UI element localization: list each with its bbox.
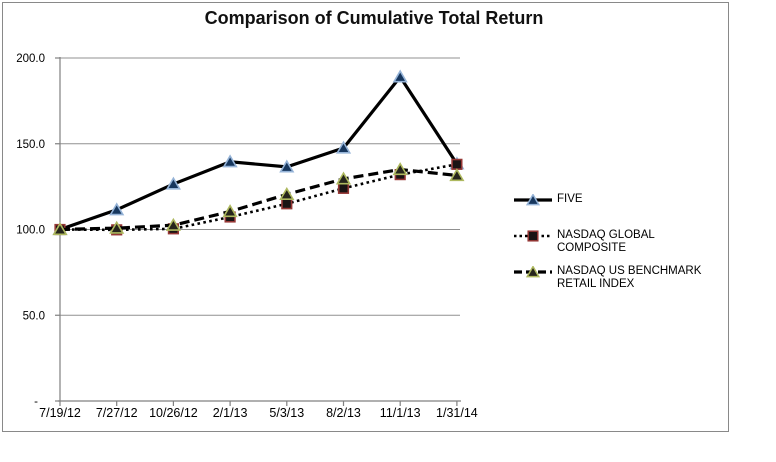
triangle-marker-icon: [109, 202, 125, 216]
triangle-marker-icon: [109, 220, 125, 234]
triangle-marker-icon: [279, 186, 295, 200]
triangle-marker-icon: [222, 154, 238, 168]
legend-label-five: FIVE: [557, 193, 583, 205]
triangle-marker-icon: [52, 222, 68, 236]
square-marker-icon: [527, 230, 539, 242]
legend-entry-retail: NASDAQ US BENCHMARK RETAIL INDEX: [514, 265, 724, 291]
legend-sample-five: [514, 194, 552, 206]
triangle-marker-icon: [392, 162, 408, 176]
series-line-five: [59, 74, 459, 232]
triangle-marker-icon: [449, 168, 465, 182]
x-tick-label: 8/2/13: [326, 406, 361, 420]
x-tick-label: 7/19/12: [39, 406, 81, 420]
triangle-marker-icon: [222, 204, 238, 218]
triangle-marker-icon: [525, 266, 541, 278]
legend-sample-composite: [514, 230, 552, 242]
x-tick-label: 7/27/12: [96, 406, 138, 420]
x-tick-label: 5/3/13: [269, 406, 304, 420]
series-line-nasdaq-global-composite: [59, 163, 458, 232]
triangle-marker-icon: [165, 176, 181, 190]
legend-label-retail: NASDAQ US BENCHMARK RETAIL INDEX: [557, 265, 702, 290]
triangle-marker-icon: [335, 171, 352, 185]
x-tick-label: 2/1/13: [213, 406, 248, 420]
x-tick-label: 10/26/12: [149, 406, 198, 420]
y-tick-label: 200.0: [16, 53, 45, 65]
y-tick-label: -: [34, 396, 38, 408]
y-tick-label: 50.0: [23, 310, 45, 322]
triangle-marker-icon: [279, 159, 295, 173]
legend-sample-retail: [514, 266, 552, 278]
triangle-marker-icon: [525, 194, 541, 206]
triangle-marker-icon: [335, 140, 352, 154]
square-marker-icon: [337, 182, 350, 194]
square-marker-icon: [451, 158, 463, 170]
x-tick-label: 11/1/13: [380, 406, 421, 420]
series-line-nasdaq-us-benchmark-retail-index: [59, 167, 458, 232]
triangle-marker-icon: [392, 69, 408, 83]
legend-entry-five: FIVE: [514, 193, 583, 206]
y-tick-label: 100.0: [16, 225, 45, 237]
triangle-marker-icon: [165, 217, 181, 231]
y-tick-label: 150.0: [16, 139, 45, 151]
chart-frame: [2, 2, 729, 432]
legend-entry-composite: NASDAQ GLOBAL COMPOSITE: [514, 229, 724, 255]
legend-label-composite: NASDAQ GLOBAL COMPOSITE: [557, 229, 655, 254]
x-tick-label: 1/31/14: [436, 406, 478, 420]
chart-title: Comparison of Cumulative Total Return: [204, 8, 544, 28]
square-marker-icon: [281, 198, 293, 210]
